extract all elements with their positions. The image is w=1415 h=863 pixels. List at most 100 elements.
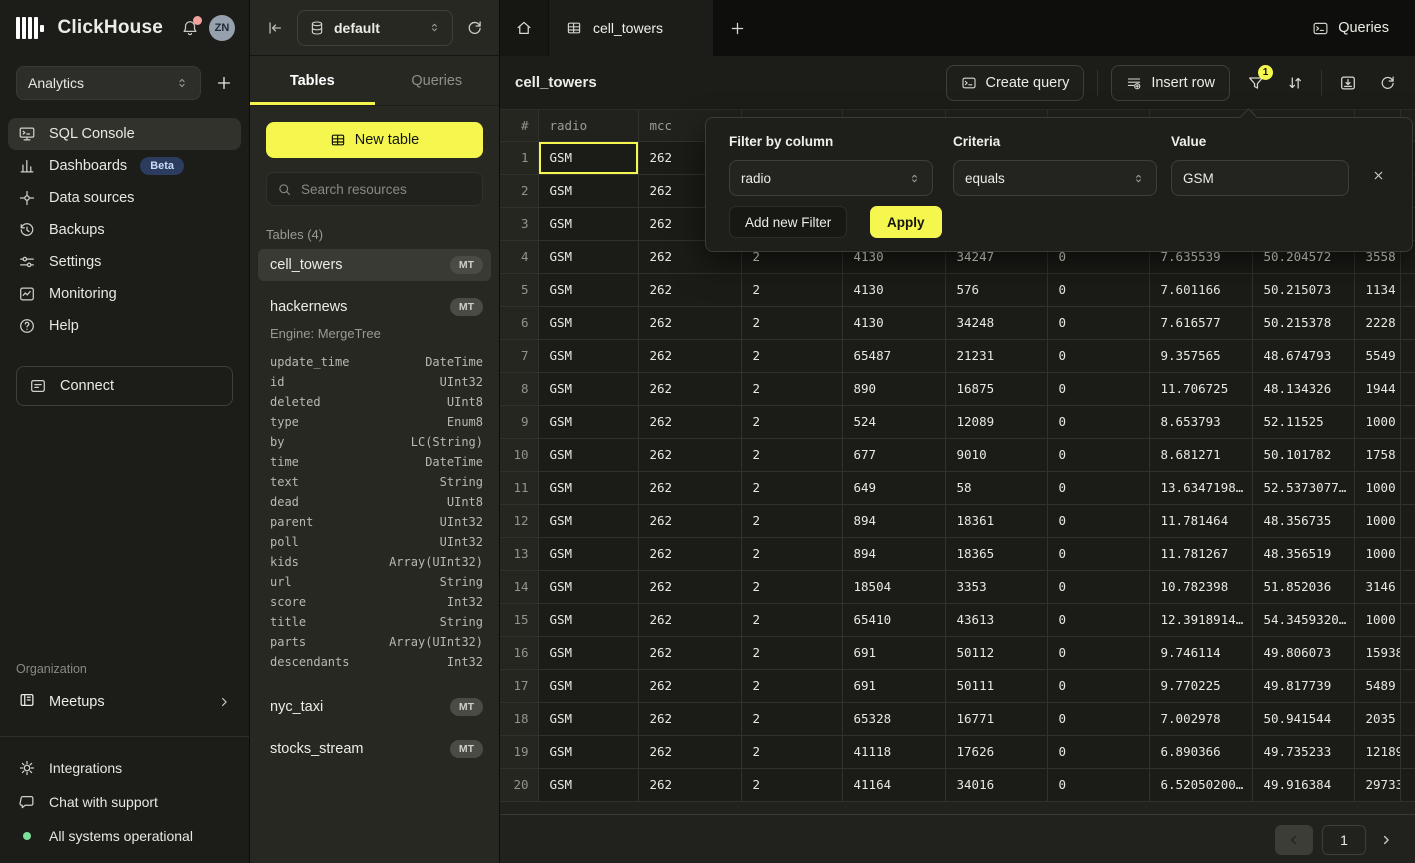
data-cell[interactable]: 1000	[1354, 405, 1401, 439]
data-cell[interactable]: GSM	[538, 306, 639, 340]
sidebar-item-monitoring[interactable]: Monitoring	[8, 278, 241, 310]
data-cell[interactable]: 576	[945, 273, 1048, 307]
sidebar-item-integrations[interactable]: Integrations	[8, 753, 241, 783]
data-cell[interactable]: 0	[1047, 471, 1150, 505]
data-cell[interactable]: 29733	[1354, 768, 1401, 802]
sidebar-item-chat-with-support[interactable]: Chat with support	[8, 787, 241, 817]
data-cell[interactable]: 0	[1047, 405, 1150, 439]
data-cell[interactable]: GSM	[538, 141, 639, 175]
data-cell[interactable]: 49.735233	[1252, 735, 1355, 769]
database-select[interactable]: default	[297, 9, 453, 46]
data-cell[interactable]: 0	[1047, 768, 1150, 802]
filter-criteria-select[interactable]: equals	[953, 160, 1157, 196]
data-cell[interactable]: 0	[1047, 735, 1150, 769]
data-cell[interactable]: 12189	[1354, 735, 1401, 769]
data-cell[interactable]: 2	[741, 504, 843, 538]
data-cell[interactable]: 7.616577	[1149, 306, 1253, 340]
data-cell[interactable]: 21231	[945, 339, 1048, 373]
data-cell[interactable]: 52.11525	[1252, 405, 1355, 439]
data-cell[interactable]: 4130	[842, 273, 946, 307]
data-cell[interactable]: 0	[1047, 438, 1150, 472]
sidebar-item-meetups[interactable]: Meetups	[8, 686, 241, 718]
data-cell[interactable]: 0	[1047, 339, 1150, 373]
data-cell[interactable]: 12089	[945, 405, 1048, 439]
column-header--[interactable]: #	[500, 110, 539, 142]
data-cell[interactable]: 65410	[842, 603, 946, 637]
data-cell[interactable]: 262	[638, 339, 742, 373]
data-cell[interactable]: GSM	[538, 669, 639, 703]
previous-page-button[interactable]	[1275, 825, 1313, 855]
data-cell[interactable]: 894	[842, 537, 946, 571]
data-cell[interactable]: 1758	[1354, 438, 1401, 472]
data-cell[interactable]: 894	[842, 504, 946, 538]
data-cell[interactable]: GSM	[538, 438, 639, 472]
data-cell[interactable]: 262	[638, 438, 742, 472]
data-cell[interactable]: 50.941544	[1252, 702, 1355, 736]
data-cell[interactable]: 691	[842, 669, 946, 703]
data-cell[interactable]: GSM	[538, 570, 639, 604]
data-cell[interactable]: GSM	[538, 273, 639, 307]
data-cell[interactable]: 2	[741, 273, 843, 307]
sidebar-item-all-systems-operational[interactable]: All systems operational	[8, 821, 241, 851]
data-cell[interactable]: 262	[638, 306, 742, 340]
data-cell[interactable]: 9.770225	[1149, 669, 1253, 703]
notifications-bell-icon[interactable]	[181, 16, 202, 37]
data-cell[interactable]: GSM	[538, 207, 639, 241]
data-cell[interactable]: 5549	[1354, 339, 1401, 373]
data-cell[interactable]: 49.817739	[1252, 669, 1355, 703]
data-cell[interactable]: 52.5373077…	[1252, 471, 1355, 505]
data-cell[interactable]: GSM	[538, 504, 639, 538]
current-page-button[interactable]: 1	[1322, 825, 1366, 855]
table-list-item-nyc-taxi[interactable]: nyc_taxi MT	[258, 691, 491, 723]
data-cell[interactable]: 5489	[1354, 669, 1401, 703]
refresh-table-button[interactable]	[1374, 74, 1400, 91]
data-cell[interactable]: 18365	[945, 537, 1048, 571]
queries-button[interactable]: Queries	[1312, 20, 1389, 37]
data-cell[interactable]: GSM	[538, 537, 639, 571]
data-cell[interactable]: 0	[1047, 372, 1150, 406]
data-cell[interactable]: 0	[1047, 570, 1150, 604]
data-cell[interactable]: 17626	[945, 735, 1048, 769]
data-cell[interactable]: 12.3918914…	[1149, 603, 1253, 637]
data-cell[interactable]: 3353	[945, 570, 1048, 604]
data-cell[interactable]: GSM	[538, 603, 639, 637]
data-cell[interactable]: 48.356735	[1252, 504, 1355, 538]
data-cell[interactable]: 2	[741, 372, 843, 406]
data-cell[interactable]: 34248	[945, 306, 1048, 340]
data-cell[interactable]: 58	[945, 471, 1048, 505]
data-cell[interactable]: 677	[842, 438, 946, 472]
data-cell[interactable]: 262	[638, 669, 742, 703]
data-cell[interactable]: 262	[638, 636, 742, 670]
data-cell[interactable]: 262	[638, 735, 742, 769]
sidebar-item-help[interactable]: Help	[8, 310, 241, 342]
data-cell[interactable]: 6.890366	[1149, 735, 1253, 769]
data-cell[interactable]: 0	[1047, 702, 1150, 736]
add-workspace-button[interactable]	[215, 74, 233, 92]
data-cell[interactable]: 524	[842, 405, 946, 439]
data-cell[interactable]: 54.3459320…	[1252, 603, 1355, 637]
data-cell[interactable]: 8.681271	[1149, 438, 1253, 472]
data-cell[interactable]: 0	[1047, 273, 1150, 307]
download-button[interactable]	[1335, 74, 1361, 92]
data-cell[interactable]: 11.706725	[1149, 372, 1253, 406]
sidebar-item-settings[interactable]: Settings	[8, 246, 241, 278]
data-cell[interactable]: 6.52050200…	[1149, 768, 1253, 802]
data-cell[interactable]: 1000	[1354, 537, 1401, 571]
column-header-radio[interactable]: radio	[538, 110, 639, 142]
create-query-button[interactable]: Create query	[945, 64, 1085, 101]
data-cell[interactable]: 65487	[842, 339, 946, 373]
data-cell[interactable]: 15938	[1354, 636, 1401, 670]
new-tab-button[interactable]	[713, 0, 761, 56]
data-cell[interactable]: 7.601166	[1149, 273, 1253, 307]
data-cell[interactable]: 50111	[945, 669, 1048, 703]
data-cell[interactable]: 1000	[1354, 603, 1401, 637]
data-cell[interactable]: 41164	[842, 768, 946, 802]
data-cell[interactable]: 18504	[842, 570, 946, 604]
data-cell[interactable]: GSM	[538, 702, 639, 736]
data-cell[interactable]: GSM	[538, 636, 639, 670]
data-cell[interactable]: GSM	[538, 471, 639, 505]
insert-row-button[interactable]: Insert row	[1111, 64, 1230, 101]
data-cell[interactable]: 1000	[1354, 504, 1401, 538]
data-cell[interactable]: 50.101782	[1252, 438, 1355, 472]
search-input[interactable]	[301, 181, 472, 197]
